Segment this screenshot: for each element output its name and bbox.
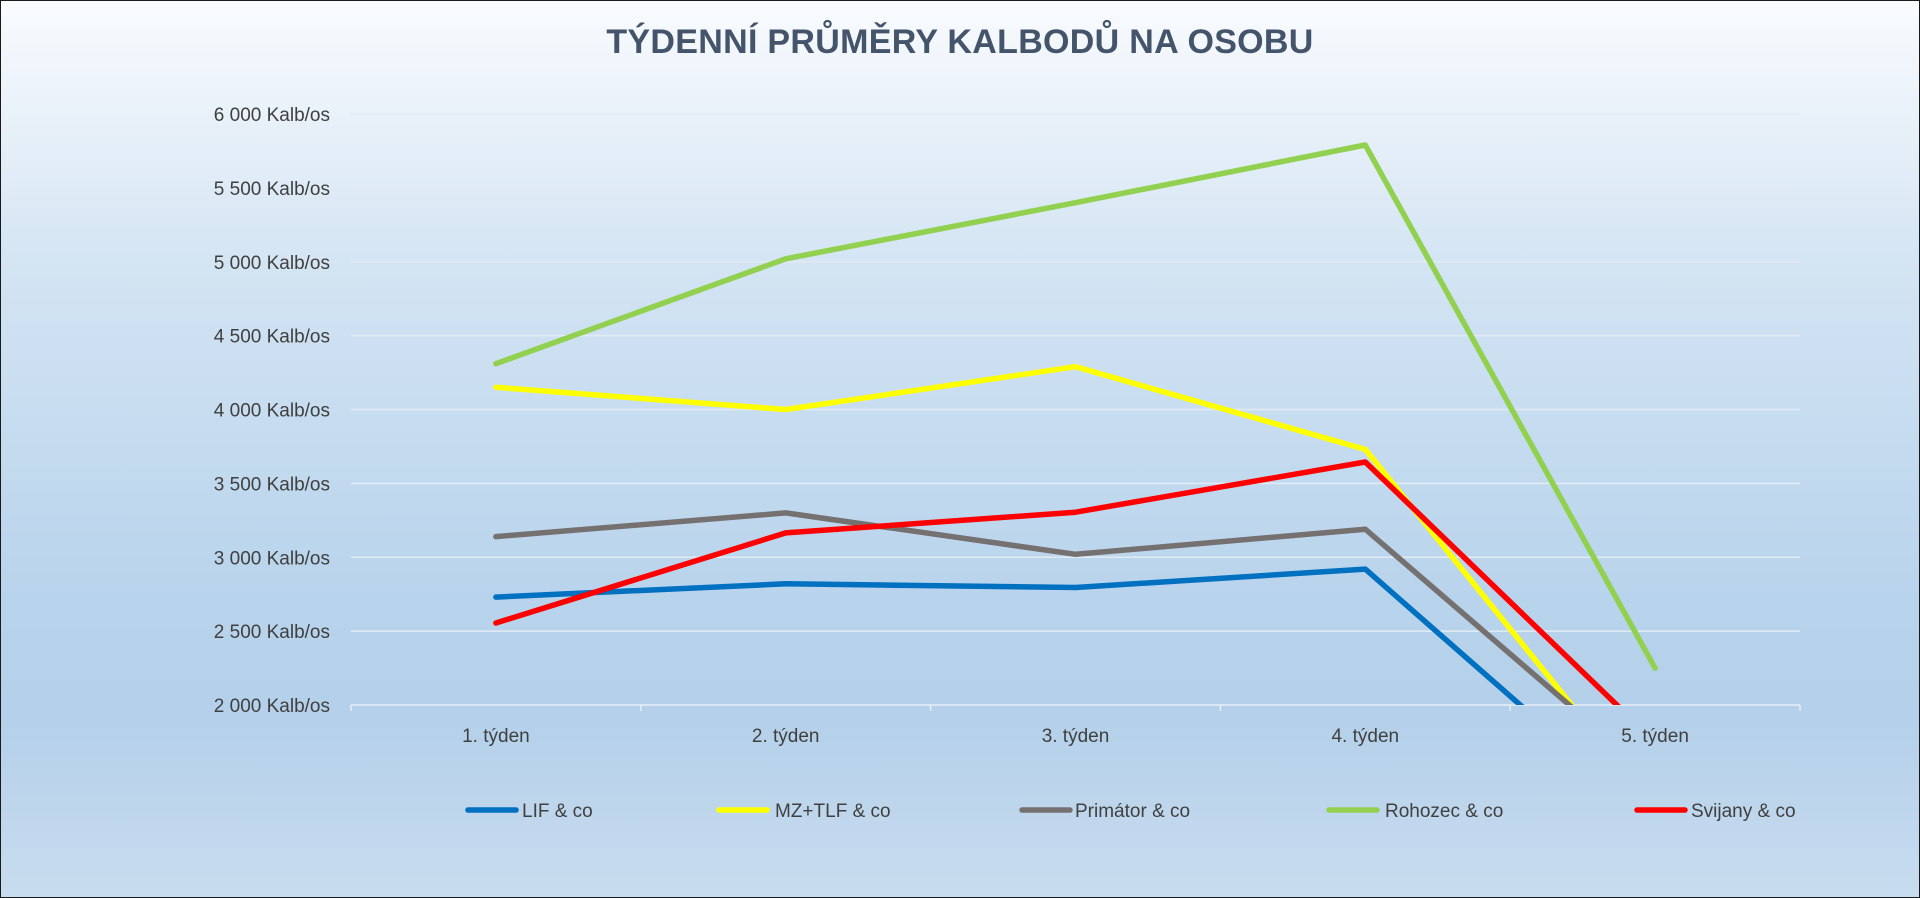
y-tick-label: 3 000 Kalb/os (214, 548, 330, 569)
x-tick-label: 2. týden (752, 726, 820, 747)
series-line-1 (493, 363, 1576, 705)
x-tick-label: 5. týden (1621, 726, 1689, 747)
y-tick-label: 3 500 Kalb/os (214, 474, 330, 495)
y-tick-label: 2 000 Kalb/os (214, 696, 330, 717)
x-axis: 1. týden 2. týden 3. týden 4. týden 5. týden (350, 704, 1801, 747)
gridlines (351, 113, 1800, 632)
y-tick-label: 2 500 Kalb/os (214, 622, 330, 643)
series-line-2 (493, 510, 1574, 705)
x-tick-label: 4. týden (1331, 726, 1399, 747)
series-line-4 (493, 459, 1621, 705)
series-line-3 (493, 142, 1658, 671)
legend-label: Rohozec & co (1385, 801, 1503, 822)
y-tick-label: 4 000 Kalb/os (214, 401, 330, 422)
y-tick-label: 5 000 Kalb/os (214, 253, 330, 274)
legend-label: MZ+TLF & co (775, 801, 891, 822)
y-axis: 2 000 Kalb/os 2 500 Kalb/os 3 000 Kalb/os 3… (214, 105, 330, 717)
series-line-0 (493, 566, 1525, 705)
legend-label: LIF & co (522, 801, 593, 822)
legend-label: Primátor & co (1075, 801, 1190, 822)
legend: LIF & co MZ+TLF & co Primátor & co Rohozec … (465, 801, 1796, 822)
legend-label: Svijany & co (1691, 801, 1796, 822)
y-tick-label: 5 500 Kalb/os (214, 179, 330, 200)
y-tick-label: 4 500 Kalb/os (214, 327, 330, 348)
chart-title: TÝDENNÍ PRŮMĚRY KALBODŮ NA OSOBU (606, 23, 1314, 61)
series-lines (493, 142, 1658, 705)
y-tick-label: 6 000 Kalb/os (214, 105, 330, 126)
x-tick-label: 3. týden (1042, 726, 1110, 747)
x-tick-label: 1. týden (462, 726, 530, 747)
